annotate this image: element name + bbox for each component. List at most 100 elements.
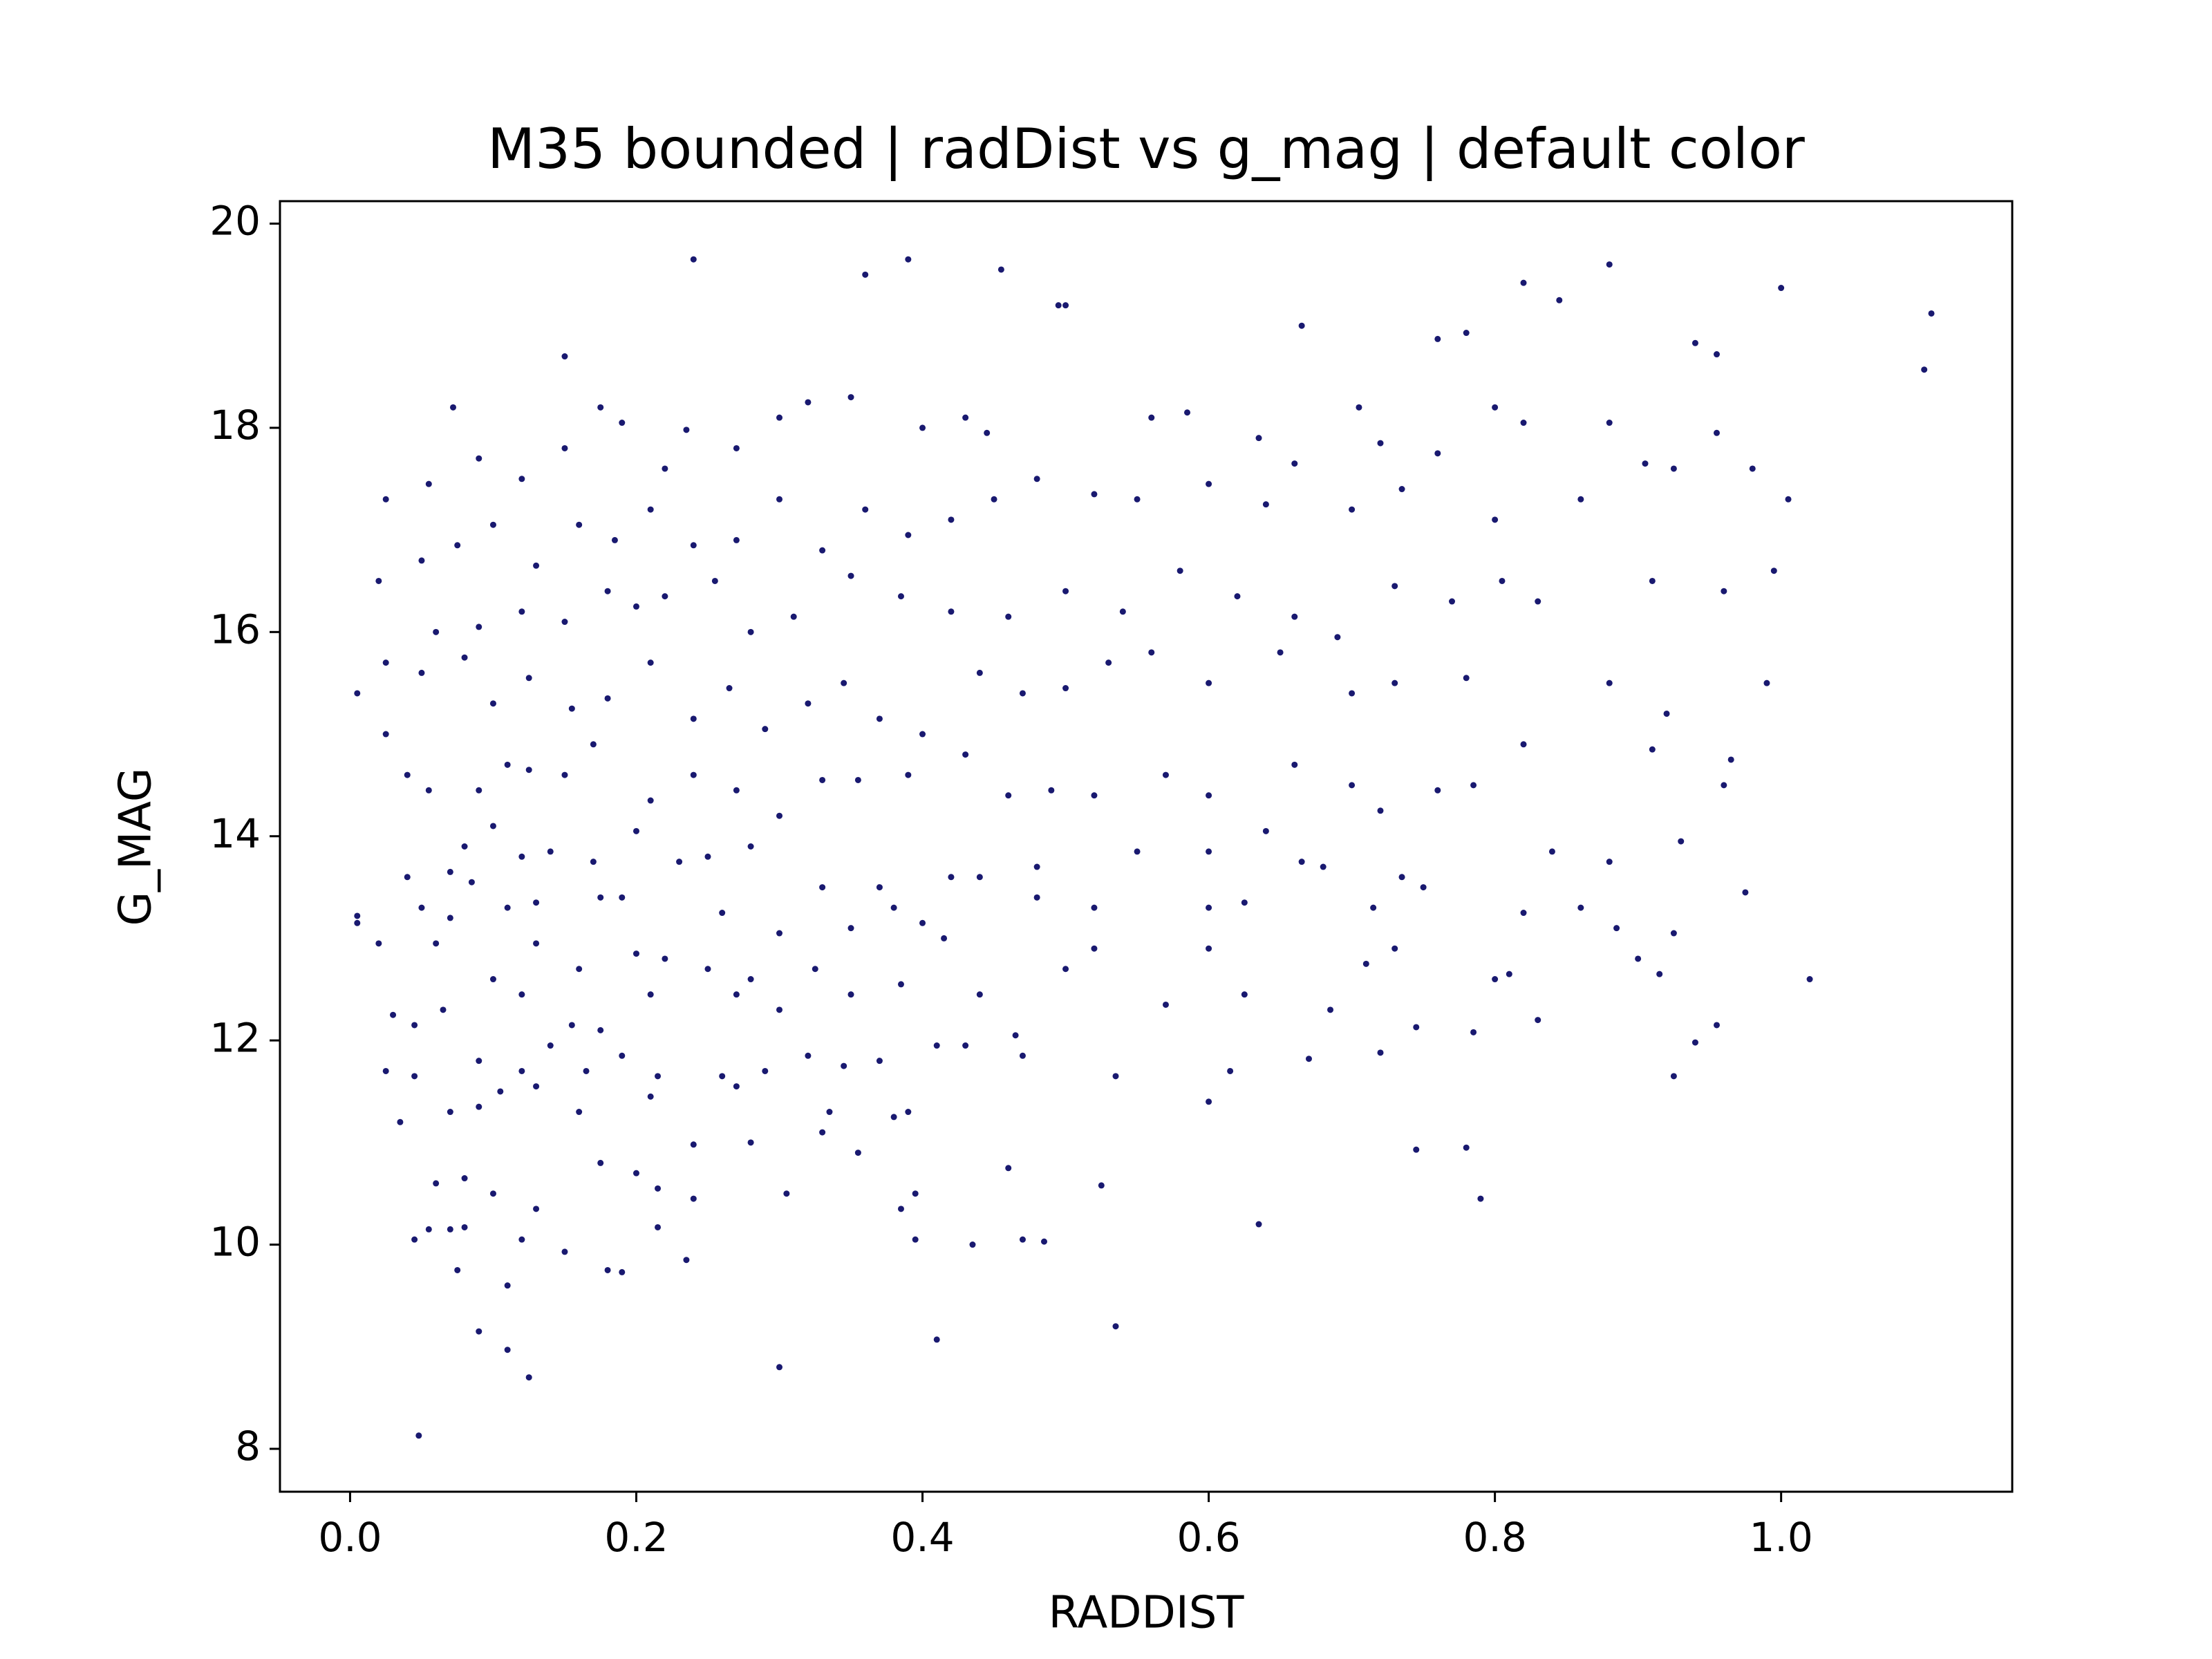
point	[733, 444, 740, 451]
point	[1606, 261, 1613, 268]
point	[611, 536, 618, 543]
point	[354, 912, 361, 919]
point	[533, 1083, 540, 1090]
point	[1019, 1236, 1026, 1243]
point	[819, 547, 826, 554]
point	[762, 1067, 769, 1074]
point	[1134, 496, 1141, 503]
x-tick-label: 0.2	[604, 1514, 668, 1561]
point	[962, 414, 969, 421]
point	[826, 1109, 833, 1116]
point	[854, 776, 861, 783]
point	[489, 976, 496, 983]
point	[533, 1206, 540, 1212]
point	[1177, 568, 1183, 574]
point	[1370, 904, 1377, 911]
point	[1206, 1098, 1212, 1105]
point	[1033, 476, 1040, 482]
point	[912, 1236, 919, 1243]
point	[619, 1052, 626, 1059]
point	[1520, 420, 1527, 427]
point	[948, 874, 955, 881]
point	[941, 935, 948, 941]
y-tick-label: 12	[209, 1014, 261, 1061]
point	[1713, 1022, 1720, 1029]
point	[1663, 710, 1670, 717]
point	[1785, 496, 1792, 503]
point	[375, 577, 382, 584]
point	[1291, 613, 1298, 620]
point	[1463, 330, 1470, 337]
point	[762, 726, 769, 733]
point	[476, 787, 482, 794]
point	[897, 593, 904, 600]
point	[1670, 930, 1677, 937]
point	[897, 1206, 904, 1212]
point	[905, 256, 912, 263]
point	[583, 1067, 590, 1074]
point	[604, 588, 611, 594]
point	[847, 394, 854, 401]
point	[1928, 310, 1935, 317]
point	[533, 899, 540, 906]
point	[1255, 435, 1262, 442]
point	[561, 619, 568, 626]
point	[912, 1190, 919, 1197]
y-axis-label: G_MAG	[111, 767, 162, 926]
point	[447, 1226, 453, 1232]
point	[847, 925, 854, 932]
point	[1033, 863, 1040, 870]
point	[461, 843, 468, 850]
point	[604, 695, 611, 702]
point	[776, 414, 783, 421]
point	[632, 950, 639, 957]
point	[1921, 366, 1928, 373]
point	[418, 557, 425, 564]
point	[1377, 1049, 1384, 1056]
point	[375, 940, 382, 947]
point	[476, 455, 482, 462]
point	[862, 271, 869, 278]
point	[991, 496, 997, 503]
point	[1377, 807, 1384, 814]
point	[561, 1248, 568, 1255]
point	[1298, 859, 1305, 865]
point	[711, 577, 718, 584]
point	[733, 1083, 740, 1090]
point	[876, 715, 883, 722]
point	[1499, 577, 1506, 584]
point	[1492, 404, 1499, 411]
point	[962, 1042, 969, 1049]
point	[747, 843, 754, 850]
point	[590, 741, 597, 748]
point	[404, 874, 411, 881]
point	[819, 884, 826, 891]
point	[1148, 649, 1155, 656]
point	[547, 848, 554, 855]
point	[819, 776, 826, 783]
point	[690, 771, 697, 778]
point	[1721, 782, 1727, 789]
point	[1520, 910, 1527, 917]
y-tick-label: 10	[209, 1219, 261, 1266]
point	[590, 859, 597, 865]
point	[1148, 414, 1155, 421]
point	[1055, 302, 1062, 309]
point	[1005, 792, 1012, 799]
point	[1713, 429, 1720, 436]
point	[805, 700, 812, 707]
point	[1206, 679, 1212, 686]
point	[447, 1109, 453, 1116]
point	[1291, 460, 1298, 467]
point	[1613, 925, 1620, 932]
point	[1778, 285, 1785, 292]
point	[411, 1073, 418, 1080]
point	[476, 1328, 482, 1335]
point	[1470, 1029, 1477, 1035]
point	[733, 787, 740, 794]
point	[976, 874, 983, 881]
point	[1413, 1146, 1420, 1153]
x-axis-label: RADDIST	[1049, 1588, 1245, 1639]
point	[1206, 792, 1212, 799]
